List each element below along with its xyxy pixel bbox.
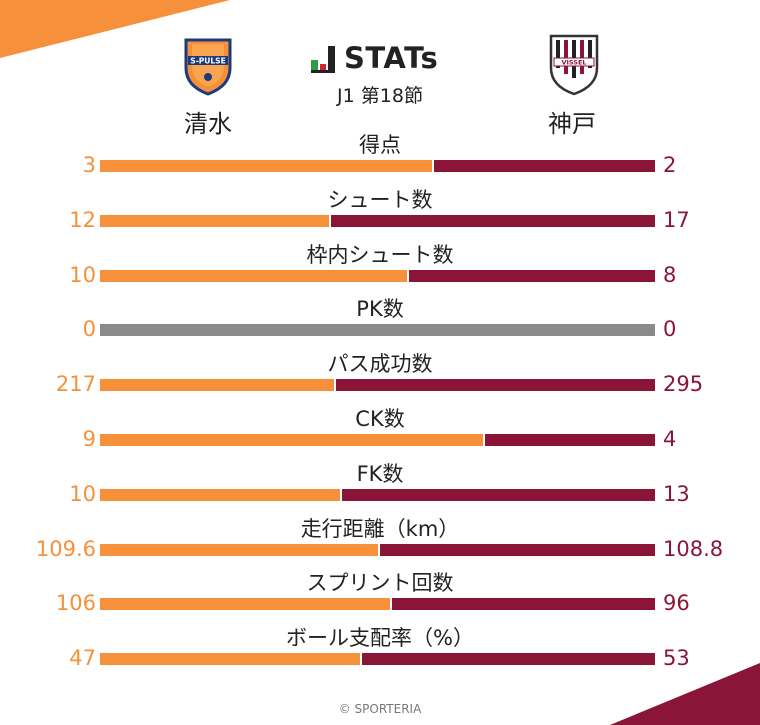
home-value: 9 (82, 427, 96, 451)
corner-decoration-bottom-right (610, 663, 760, 725)
home-bar (100, 379, 335, 392)
away-value: 4 (663, 427, 677, 451)
match-round: J1 第18節 (337, 85, 423, 107)
away-bar (361, 653, 655, 666)
away-value: 108.8 (663, 536, 724, 561)
stat-row: シュート数 12 17 (0, 185, 760, 241)
home-team-crest: S-PULSE (184, 38, 232, 96)
away-value: 13 (663, 481, 690, 506)
away-value: 96 (663, 591, 690, 616)
stat-row: 得点 3 2 (0, 130, 760, 186)
stat-row: FK数 10 13 (0, 459, 760, 515)
home-value: 109.6 (35, 536, 96, 561)
copyright: © SPORTERIA (338, 702, 422, 716)
home-bar (100, 488, 341, 501)
stat-row: ボール支配率（%） 47 53 (0, 623, 760, 679)
stat-row: 走行距離（km） 109.6 108.8 (0, 514, 760, 570)
home-value: 106 (55, 591, 96, 616)
home-bar (100, 598, 391, 611)
stat-row: パス成功数 217 295 (0, 349, 760, 405)
home-bar (100, 543, 378, 556)
home-value: 10 (69, 262, 96, 287)
away-bar (434, 160, 655, 172)
stat-label: 走行距離（km） (300, 516, 460, 541)
stat-label: ボール支配率（%） (286, 626, 474, 651)
home-value: 3 (82, 153, 96, 177)
stat-label: 枠内シュート数 (306, 242, 454, 267)
home-value: 0 (82, 317, 96, 342)
neutral-bar (100, 324, 655, 337)
away-bar (485, 434, 655, 446)
away-value: 2 (663, 153, 677, 177)
away-bar (409, 269, 655, 282)
stat-label: FK数 (356, 461, 404, 486)
away-bar (336, 379, 655, 392)
away-value: 17 (663, 207, 690, 232)
home-bar (100, 434, 484, 446)
stat-label: PK数 (356, 297, 404, 322)
away-value: 295 (663, 372, 704, 397)
home-bar (100, 269, 408, 282)
stat-label: CK数 (355, 407, 405, 431)
away-value: 8 (663, 262, 677, 287)
stats-brand: STATs (308, 40, 458, 76)
away-bar (379, 543, 655, 556)
away-team-name: 神戸 (548, 110, 596, 138)
stat-row: 枠内シュート数 10 8 (0, 240, 760, 296)
corner-decoration-top-left (0, 0, 230, 58)
away-bar (330, 214, 655, 227)
away-bar (392, 598, 655, 611)
home-bar (100, 160, 432, 172)
home-value: 217 (55, 372, 96, 397)
stat-row: PK数 0 0 (0, 294, 760, 350)
away-bar (342, 488, 655, 501)
stat-label: 得点 (359, 133, 401, 157)
stat-label: シュート数 (327, 187, 433, 212)
stat-label: パス成功数 (327, 352, 433, 377)
away-value: 53 (663, 646, 690, 671)
away-value: 0 (663, 317, 677, 342)
home-value: 47 (69, 646, 96, 671)
home-team-name: 清水 (184, 110, 232, 138)
brand-title: STATs (344, 41, 439, 75)
stat-row: CK数 9 4 (0, 404, 760, 460)
home-bar (100, 214, 329, 227)
home-bar (100, 653, 360, 666)
stats-logo-icon (311, 46, 335, 73)
stat-row: スプリント回数 106 96 (0, 568, 760, 624)
home-value: 12 (69, 207, 96, 232)
away-crest-text: VISSEL (561, 59, 586, 67)
stat-label: スプリント回数 (306, 571, 454, 596)
away-team-crest: VISSEL (549, 34, 599, 96)
home-value: 10 (69, 481, 96, 506)
home-crest-text: S-PULSE (190, 57, 225, 66)
